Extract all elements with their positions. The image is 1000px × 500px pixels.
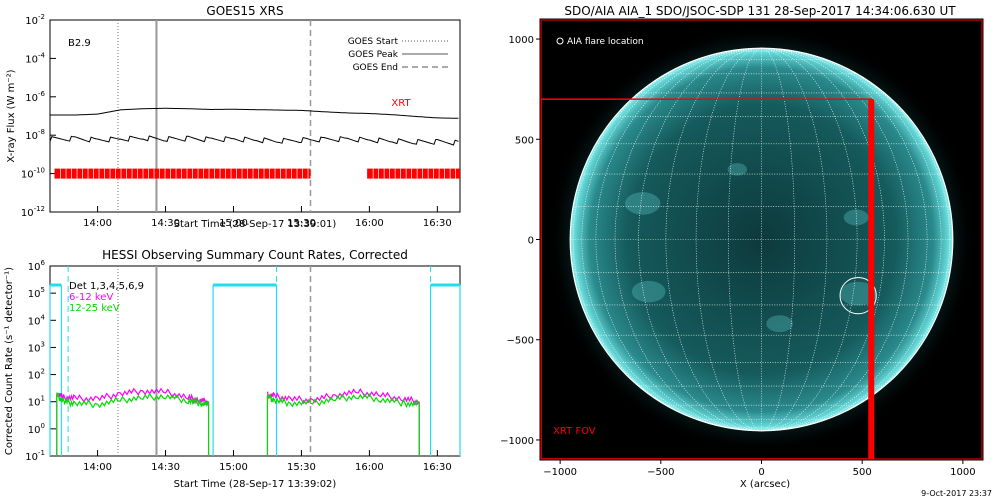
- hessi-x-tick-label: 15:00: [219, 462, 248, 473]
- aia-legend-symbol: [556, 37, 564, 45]
- grid-longitude: [572, 47, 762, 432]
- sdo-y-tick-label: −500: [507, 336, 534, 347]
- grid-longitude: [595, 47, 762, 432]
- active-region-glow: [839, 281, 877, 306]
- grid-longitude: [581, 47, 762, 432]
- sdo-y-tick-label: −1000: [500, 436, 534, 447]
- xrt-coverage-bar: [367, 168, 460, 179]
- xrt-fov-edge: [868, 99, 875, 459]
- hessi-legend-label: 12-25 keV: [69, 303, 120, 314]
- hessi-y-tick-label: 104: [28, 313, 46, 327]
- sdo-x-tick-label: −500: [647, 467, 674, 478]
- goes-x-tick-label: 16:30: [423, 218, 452, 229]
- goes-flux-line: [50, 107, 459, 119]
- hessi-y-tick-label: 101: [28, 395, 45, 409]
- heliographic-grid: [540, 19, 983, 460]
- grid-longitude: [761, 47, 796, 432]
- active-region-glow: [843, 209, 869, 226]
- hessi-axes: 106 105 104 103 102 101 100 10-1 14:00 14:30 15:00…: [25, 259, 451, 473]
- sdo-panel: SDO/AIA AIA_1 SDO/JSOC-SDP 131 28-Sep-20…: [500, 4, 992, 498]
- hessi-y-tick-label: 102: [28, 368, 45, 382]
- grid-longitude: [614, 47, 762, 432]
- goes-marks: [49, 20, 460, 212]
- grid-longitude: [761, 47, 928, 432]
- goes-axes: 10-2 10-4 10-6 10-8 10-10 10-12 14:00 14:30 15:0…: [21, 13, 452, 229]
- goes-y-tick-label: 10-12: [21, 205, 45, 219]
- active-region-glow: [766, 315, 793, 333]
- grid-longitude: [761, 47, 909, 432]
- goes-legend: GOES Start GOES Peak GOES End: [348, 37, 448, 73]
- sdo-xlabel: X (arcsec): [740, 479, 790, 490]
- xrt-coverage-bar: [54, 168, 311, 179]
- active-region-glow: [727, 163, 748, 176]
- hessi-rate-line: [56, 392, 210, 409]
- goes-flux-line: [49, 135, 459, 146]
- sdo-x-tick-label: 1000: [950, 467, 975, 478]
- goes-x-tick-label: 14:00: [83, 218, 112, 229]
- hessi-panel: HESSI Observing Summary Count Rates, Cor…: [4, 248, 461, 490]
- hessi-x-tick-label: 16:00: [355, 462, 384, 473]
- hessi-title: HESSI Observing Summary Count Rates, Cor…: [102, 248, 408, 262]
- grid-longitude: [727, 47, 762, 432]
- goes-panel: GOES15 XRS B2.9 XRT X-ray Flux (W m⁻²) S…: [6, 4, 461, 230]
- hessi-x-tick-label: 14:00: [83, 462, 112, 473]
- sdo-y-tick-label: 500: [515, 135, 534, 146]
- sdo-x-tick-label: −1000: [543, 467, 577, 478]
- grid-longitude: [761, 47, 885, 432]
- goes-y-tick-label: 10-10: [21, 167, 45, 181]
- sdo-x-tick-label: 0: [758, 467, 764, 478]
- active-region-glow: [624, 192, 661, 215]
- goes-y-tick-label: 10-4: [25, 51, 45, 65]
- active-regions: [624, 163, 877, 333]
- goes-x-tick-label: 14:30: [151, 218, 180, 229]
- sdo-axes: −1000 −500 0 500 1000 1000 500 0 −500 −1000: [500, 35, 975, 478]
- goes-x-tick-label: 16:00: [355, 218, 384, 229]
- sdo-x-tick-label: 500: [853, 467, 872, 478]
- active-region-glow: [631, 280, 666, 303]
- goes-legend-label: GOES Peak: [348, 50, 398, 60]
- goes-plot-frame: [49, 19, 461, 213]
- hessi-y-tick-label: 103: [28, 340, 45, 354]
- goes-y-tick-label: 10-2: [25, 13, 45, 27]
- hessi-x-tick-label: 15:30: [287, 462, 316, 473]
- goes-class-label: B2.9: [68, 38, 91, 49]
- hessi-legend-label: Det 1,3,4,5,6,9: [69, 281, 144, 292]
- hessi-y-tick-label: 100: [28, 422, 45, 436]
- sdo-y-tick-label: 1000: [509, 35, 534, 46]
- goes-y-tick-label: 10-8: [25, 128, 45, 142]
- goes-ylabel: X-ray Flux (W m⁻²): [6, 69, 17, 162]
- hessi-x-tick-label: 16:30: [423, 462, 452, 473]
- sdo-title: SDO/AIA AIA_1 SDO/JSOC-SDP 131 28-Sep-20…: [564, 4, 956, 18]
- hessi-y-tick-label: 10-1: [25, 449, 45, 463]
- goes-xlabel: Start Time (28-Sep-17 13:39:01): [174, 219, 337, 230]
- hessi-marks: [49, 266, 461, 456]
- grid-longitude: [761, 47, 942, 432]
- hessi-y-tick-label: 106: [28, 259, 46, 273]
- hessi-ylabel: Corrected Count Rate (s⁻¹ detector⁻¹): [4, 267, 15, 455]
- grid-longitude: [761, 47, 951, 432]
- aia-legend-label: AIA flare location: [567, 37, 644, 47]
- hessi-x-tick-label: 14:30: [151, 462, 180, 473]
- goes-x-tick-label: 15:00: [219, 218, 248, 229]
- flare-location-marker: [839, 277, 877, 315]
- xrt-label: XRT: [391, 98, 411, 109]
- hessi-xlabel: Start Time (28-Sep-17 13:39:02): [174, 479, 337, 490]
- hessi-legend-label: 6-12 keV: [69, 292, 113, 303]
- sdo-y-tick-label: 0: [528, 236, 534, 247]
- hessi-rate-line: [266, 393, 420, 409]
- goes-y-tick-label: 10-6: [25, 90, 45, 104]
- sun-image: [540, 19, 983, 460]
- xrt-fov-label: XRT FOV: [553, 426, 596, 437]
- hessi-y-tick-label: 105: [28, 286, 45, 300]
- hessi-rate-line: [56, 387, 210, 406]
- goes-x-tick-label: 15:30: [287, 218, 316, 229]
- grid-longitude: [638, 47, 762, 432]
- sdo-footer-date: 9-Oct-2017 23:37: [921, 489, 992, 498]
- goes-legend-label: GOES End: [353, 63, 398, 73]
- goes-title: GOES15 XRS: [206, 4, 283, 18]
- goes-legend-label: GOES Start: [348, 37, 399, 47]
